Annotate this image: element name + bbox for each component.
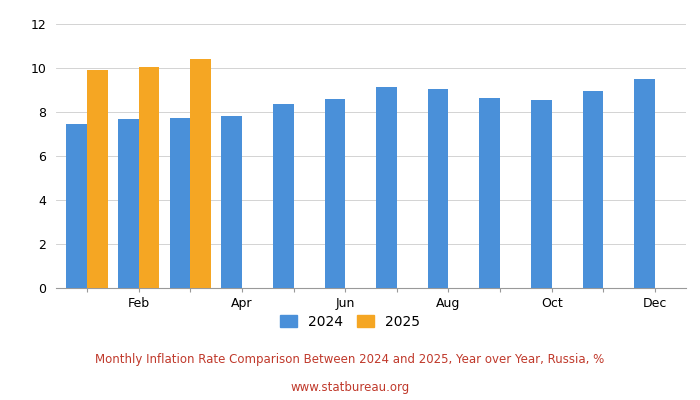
Bar	[582, 91, 603, 288]
Legend: 2024, 2025: 2024, 2025	[280, 315, 420, 329]
Text: www.statbureau.org: www.statbureau.org	[290, 382, 410, 394]
Bar	[428, 89, 449, 288]
Bar	[221, 116, 242, 288]
Bar	[190, 59, 211, 288]
Bar	[531, 100, 552, 288]
Bar	[273, 104, 293, 288]
Bar	[480, 98, 500, 288]
Bar	[139, 67, 160, 288]
Bar	[169, 118, 190, 288]
Bar	[118, 119, 139, 288]
Bar	[325, 99, 345, 288]
Bar	[87, 70, 108, 288]
Text: Monthly Inflation Rate Comparison Between 2024 and 2025, Year over Year, Russia,: Monthly Inflation Rate Comparison Betwee…	[95, 354, 605, 366]
Bar	[66, 124, 87, 288]
Bar	[634, 78, 655, 288]
Bar	[376, 87, 397, 288]
